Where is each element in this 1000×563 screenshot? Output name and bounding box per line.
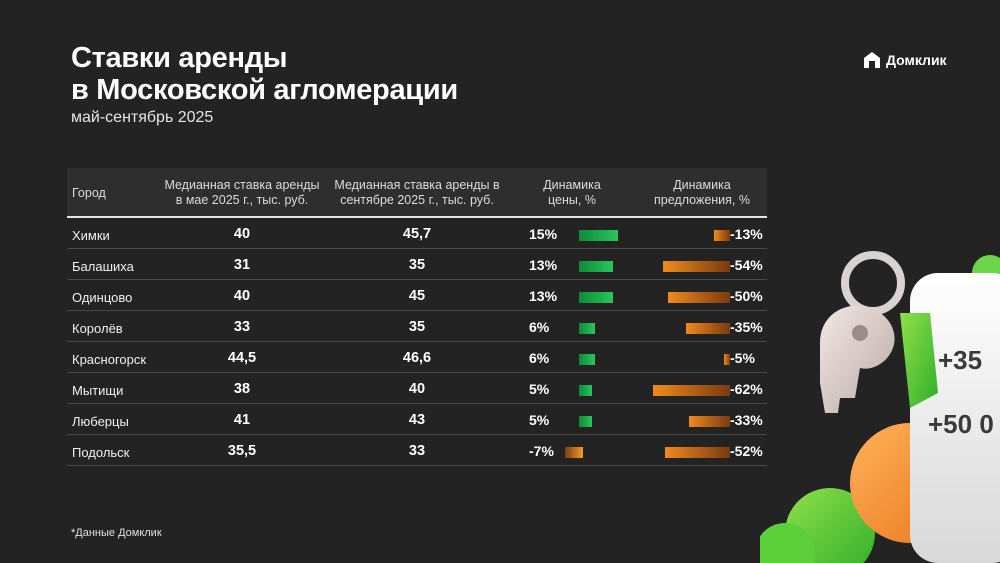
tag-1-text: +35	[938, 345, 982, 375]
price-change-bar	[564, 447, 583, 458]
row-may-rate: 35,5	[227, 442, 257, 459]
supply-change-bar	[667, 292, 730, 303]
header-supply: Динамика предложения, %	[654, 178, 750, 207]
row-city: Химки	[72, 228, 110, 243]
supply-change-bar	[662, 261, 730, 272]
price-change-bar	[579, 261, 613, 272]
price-change-bar	[579, 230, 618, 241]
title-line-2: в Московской агломерации	[71, 74, 458, 106]
supply-change-bar	[723, 354, 730, 365]
table-row: Люберцы 41 43 5% -33%	[67, 404, 767, 435]
table-row: Красногорск 44,5 46,6 6% -5%	[67, 342, 767, 373]
row-may-rate: 44,5	[227, 349, 257, 366]
tag-2-text: +50 0	[928, 409, 994, 439]
row-sep-rate: 45	[408, 287, 426, 304]
row-supply-change: -54%	[730, 256, 763, 273]
table-row: Химки 40 45,7 15% -13%	[67, 218, 767, 249]
supply-change-bar	[688, 416, 730, 427]
row-sep-rate: 45,7	[402, 225, 432, 242]
supply-change-bar	[686, 323, 730, 334]
table-row: Мытищи 38 40 5% -62%	[67, 373, 767, 404]
row-price-change: 5%	[529, 380, 550, 397]
table-row: Королёв 33 35 6% -35%	[67, 311, 767, 342]
header-may: Медианная ставка аренды в мае 2025 г., т…	[164, 178, 320, 207]
keys-illustration: +35 +50 0	[760, 233, 1000, 563]
row-price-change: 13%	[529, 256, 558, 273]
row-may-rate: 40	[233, 225, 251, 242]
row-city: Мытищи	[72, 383, 124, 398]
row-supply-change: -13%	[730, 225, 763, 242]
header-sep: Медианная ставка аренды в сентябре 2025 …	[334, 178, 500, 207]
row-city: Красногорск	[72, 352, 147, 367]
row-city: Королёв	[72, 321, 123, 336]
table-row: Одинцово 40 45 13% -50%	[67, 280, 767, 311]
logo-text: Домклик	[886, 52, 947, 68]
table-body: Химки 40 45,7 15% -13% Балашиха 31 35 13% -54% Оди…	[67, 218, 767, 466]
row-price-change: 6%	[529, 349, 550, 366]
row-sep-rate: 46,6	[402, 349, 432, 366]
price-change-bar	[579, 323, 595, 334]
domclick-house-icon	[864, 52, 880, 68]
price-change-bar	[579, 354, 595, 365]
row-sep-rate: 43	[408, 411, 426, 428]
row-price-change: 13%	[529, 287, 558, 304]
keys-illustration-graphic: +35 +50 0	[760, 251, 1000, 563]
table-row: Подольск 35,5 33 -7% -52%	[67, 435, 767, 466]
row-sep-rate: 33	[408, 442, 426, 459]
row-may-rate: 40	[233, 287, 251, 304]
row-supply-change: -62%	[730, 380, 763, 397]
row-price-change: -7%	[529, 442, 554, 459]
supply-change-bar	[713, 230, 730, 241]
footnote: *Данные Домклик	[71, 527, 162, 539]
supply-change-bar	[652, 385, 730, 396]
table-header: Город Медианная ставка аренды в мае 2025…	[67, 168, 767, 218]
domclick-logo: Домклик	[862, 50, 947, 70]
row-supply-change: -35%	[730, 318, 763, 335]
row-supply-change: -5%	[730, 349, 755, 366]
table-row: Балашиха 31 35 13% -54%	[67, 249, 767, 280]
row-city: Одинцово	[72, 290, 133, 305]
price-change-bar	[579, 385, 592, 396]
row-may-rate: 33	[233, 318, 251, 335]
supply-change-bar	[665, 447, 730, 458]
price-change-bar	[579, 416, 592, 427]
row-supply-change: -50%	[730, 287, 763, 304]
row-supply-change: -33%	[730, 411, 763, 428]
row-may-rate: 41	[233, 411, 251, 428]
title-line-1: Ставки аренды	[71, 42, 288, 74]
header-city: Город	[72, 185, 106, 200]
row-price-change: 15%	[529, 225, 558, 242]
row-supply-change: -52%	[730, 442, 763, 459]
row-city: Подольск	[72, 445, 130, 460]
row-may-rate: 31	[233, 256, 251, 273]
row-price-change: 6%	[529, 318, 550, 335]
row-price-change: 5%	[529, 411, 550, 428]
price-change-bar	[579, 292, 613, 303]
row-sep-rate: 35	[408, 256, 426, 273]
row-sep-rate: 40	[408, 380, 426, 397]
page-title: Ставки аренды в Московской агломерации	[71, 42, 458, 106]
row-sep-rate: 35	[408, 318, 426, 335]
row-city: Люберцы	[72, 414, 129, 429]
row-may-rate: 38	[233, 380, 251, 397]
rent-table: Город Медианная ставка аренды в мае 2025…	[67, 168, 767, 466]
header-price: Динамика цены, %	[543, 178, 601, 207]
row-city: Балашиха	[72, 259, 134, 274]
page-subtitle: май-сентябрь 2025	[71, 109, 214, 126]
